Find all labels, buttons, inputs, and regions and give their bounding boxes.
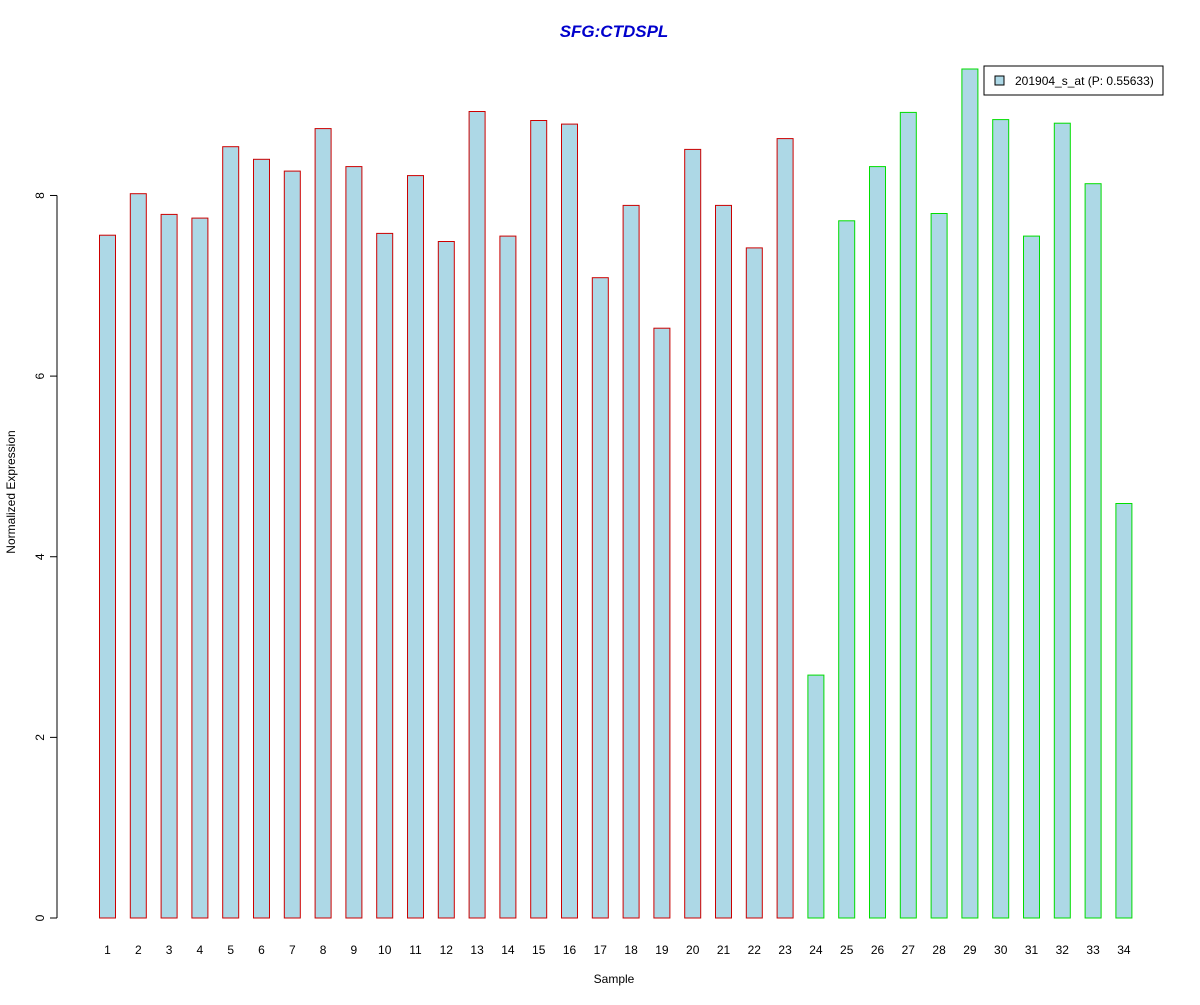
bar-sample-23 xyxy=(776,138,794,919)
y-axis-label: Normalized Expression xyxy=(4,430,18,553)
x-tick-label: 25 xyxy=(840,943,854,957)
x-tick-label: 23 xyxy=(778,943,792,957)
x-tick-label: 24 xyxy=(809,943,823,957)
bar-sample-11 xyxy=(407,175,424,919)
y-tick-label: 6 xyxy=(33,372,47,379)
x-tick-label: 20 xyxy=(686,943,700,957)
x-tick-label: 21 xyxy=(717,943,731,957)
bar-sample-27 xyxy=(899,111,917,919)
y-tick-label: 2 xyxy=(33,734,47,741)
x-tick-label: 1 xyxy=(104,943,111,957)
bar-sample-19 xyxy=(653,327,671,919)
x-tick-label: 34 xyxy=(1117,943,1131,957)
bar-sample-33 xyxy=(1084,183,1102,919)
bar-sample-12 xyxy=(437,241,455,919)
bar-sample-7 xyxy=(283,170,301,919)
x-tick-label: 22 xyxy=(748,943,762,957)
x-tick-label: 27 xyxy=(902,943,916,957)
y-axis: 0 2 4 6 8 xyxy=(33,192,58,921)
legend: 201904_s_at (P: 0.55633) xyxy=(983,65,1164,96)
x-tick-label: 29 xyxy=(963,943,977,957)
bar-sample-18 xyxy=(622,204,640,919)
x-tick-label: 32 xyxy=(1056,943,1070,957)
bar-sample-20 xyxy=(684,148,702,919)
y-tick-label: 4 xyxy=(33,553,47,560)
x-tick-label: 17 xyxy=(594,943,608,957)
y-tick-label: 0 xyxy=(33,914,47,921)
x-tick-label: 30 xyxy=(994,943,1008,957)
bar-sample-5 xyxy=(222,146,240,919)
bar-sample-15 xyxy=(530,120,548,919)
bar-sample-17 xyxy=(591,277,609,919)
x-tick-label: 33 xyxy=(1086,943,1100,957)
x-tick-label: 7 xyxy=(289,943,296,957)
x-axis-label: Sample xyxy=(594,972,635,986)
x-tick-label: 9 xyxy=(351,943,358,957)
bar-sample-16 xyxy=(561,123,578,919)
x-tick-label: 18 xyxy=(624,943,638,957)
bar-sample-4 xyxy=(191,217,209,919)
x-tick-label: 31 xyxy=(1025,943,1039,957)
x-tick-label: 5 xyxy=(227,943,234,957)
bar-sample-32 xyxy=(1053,122,1071,919)
bar-sample-28 xyxy=(930,213,948,919)
bar-sample-29 xyxy=(961,68,979,919)
bar-sample-30 xyxy=(992,119,1010,919)
x-tick-label: 12 xyxy=(440,943,454,957)
x-tick-label: 11 xyxy=(409,943,422,957)
x-tick-label: 28 xyxy=(932,943,946,957)
y-tick-label: 8 xyxy=(33,192,47,199)
bar-sample-9 xyxy=(345,166,363,919)
bar-sample-14 xyxy=(499,235,517,919)
bar-sample-6 xyxy=(253,158,270,919)
bar-sample-24 xyxy=(807,674,825,919)
x-tick-label: 13 xyxy=(470,943,484,957)
bar-sample-25 xyxy=(838,220,856,919)
x-tick-label: 19 xyxy=(655,943,669,957)
bar-sample-3 xyxy=(160,213,178,919)
bar-sample-34 xyxy=(1115,503,1133,919)
x-tick-label: 8 xyxy=(320,943,327,957)
x-tick-label: 16 xyxy=(563,943,577,957)
bar-sample-13 xyxy=(468,111,486,919)
bar-sample-1 xyxy=(99,234,116,919)
legend-swatch xyxy=(994,75,1005,86)
x-tick-label: 10 xyxy=(378,943,392,957)
legend-box xyxy=(983,65,1164,96)
x-tick-labels: 1 2 3 4 5 6 7 8 9 10 11 12 13 14 15 16 17 18 19 20 21 22 23 24 2… xyxy=(104,943,1131,957)
bar-sample-2 xyxy=(129,193,147,919)
bar-sample-22 xyxy=(745,247,763,919)
x-tick-label: 6 xyxy=(258,943,265,957)
bar-sample-26 xyxy=(869,166,886,919)
x-tick-label: 14 xyxy=(501,943,515,957)
x-tick-label: 4 xyxy=(197,943,204,957)
bar-sample-8 xyxy=(314,128,332,919)
x-tick-label: 15 xyxy=(532,943,546,957)
bar-sample-31 xyxy=(1023,235,1040,919)
x-tick-label: 3 xyxy=(166,943,173,957)
x-tick-label: 26 xyxy=(871,943,885,957)
bars-group xyxy=(99,68,1133,919)
chart-title: SFG:CTDSPL xyxy=(560,22,669,41)
bar-sample-21 xyxy=(715,204,732,919)
x-tick-label: 2 xyxy=(135,943,142,957)
legend-label: 201904_s_at (P: 0.55633) xyxy=(1015,74,1154,88)
bar-sample-10 xyxy=(376,232,394,919)
